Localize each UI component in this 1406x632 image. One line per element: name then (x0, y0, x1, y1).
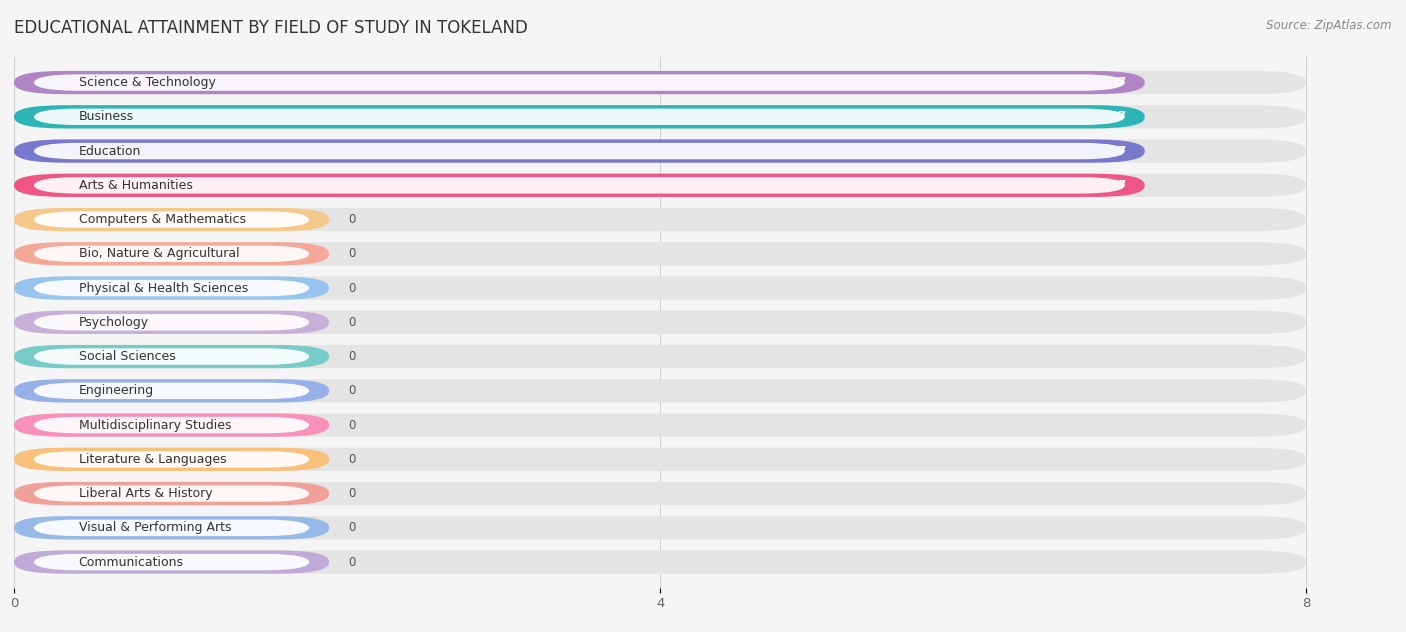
Text: Multidisciplinary Studies: Multidisciplinary Studies (79, 418, 231, 432)
FancyBboxPatch shape (14, 208, 329, 231)
Text: Computers & Mathematics: Computers & Mathematics (79, 213, 246, 226)
Text: Psychology: Psychology (79, 316, 149, 329)
FancyBboxPatch shape (14, 345, 1306, 368)
FancyBboxPatch shape (14, 413, 1306, 437)
FancyBboxPatch shape (14, 447, 1306, 471)
FancyBboxPatch shape (14, 379, 1306, 403)
FancyBboxPatch shape (34, 143, 1125, 159)
FancyBboxPatch shape (14, 413, 329, 437)
Text: 0: 0 (349, 384, 356, 398)
Text: Communications: Communications (79, 556, 184, 569)
Text: 0: 0 (349, 282, 356, 295)
Text: 7: 7 (1118, 179, 1125, 192)
Text: 0: 0 (349, 418, 356, 432)
Text: 0: 0 (349, 487, 356, 500)
FancyBboxPatch shape (34, 417, 309, 434)
FancyBboxPatch shape (14, 516, 329, 540)
Text: Liberal Arts & History: Liberal Arts & History (79, 487, 212, 500)
Text: 0: 0 (349, 316, 356, 329)
FancyBboxPatch shape (14, 140, 1306, 162)
FancyBboxPatch shape (34, 485, 309, 502)
FancyBboxPatch shape (14, 242, 1306, 265)
Text: Social Sciences: Social Sciences (79, 350, 176, 363)
FancyBboxPatch shape (34, 348, 309, 365)
FancyBboxPatch shape (34, 280, 309, 296)
FancyBboxPatch shape (34, 246, 309, 262)
Text: Education: Education (79, 145, 141, 157)
Text: 7: 7 (1118, 76, 1125, 89)
FancyBboxPatch shape (14, 105, 1144, 128)
Text: Physical & Health Sciences: Physical & Health Sciences (79, 282, 247, 295)
FancyBboxPatch shape (14, 311, 1306, 334)
Text: Science & Technology: Science & Technology (79, 76, 215, 89)
Text: 7: 7 (1118, 145, 1125, 157)
FancyBboxPatch shape (34, 382, 309, 399)
FancyBboxPatch shape (14, 174, 1144, 197)
FancyBboxPatch shape (34, 520, 309, 536)
FancyBboxPatch shape (14, 276, 1306, 300)
FancyBboxPatch shape (34, 451, 309, 468)
FancyBboxPatch shape (34, 109, 1125, 125)
FancyBboxPatch shape (14, 242, 329, 265)
Text: Bio, Nature & Agricultural: Bio, Nature & Agricultural (79, 247, 239, 260)
Text: 0: 0 (349, 453, 356, 466)
Text: 0: 0 (349, 350, 356, 363)
FancyBboxPatch shape (14, 276, 329, 300)
FancyBboxPatch shape (34, 211, 309, 228)
FancyBboxPatch shape (14, 174, 1306, 197)
FancyBboxPatch shape (14, 550, 329, 574)
FancyBboxPatch shape (14, 71, 1306, 94)
FancyBboxPatch shape (14, 516, 1306, 540)
Text: EDUCATIONAL ATTAINMENT BY FIELD OF STUDY IN TOKELAND: EDUCATIONAL ATTAINMENT BY FIELD OF STUDY… (14, 19, 527, 37)
FancyBboxPatch shape (34, 75, 1125, 91)
FancyBboxPatch shape (14, 482, 329, 505)
FancyBboxPatch shape (14, 105, 1306, 128)
FancyBboxPatch shape (34, 177, 1125, 193)
Text: 0: 0 (349, 521, 356, 534)
Text: Source: ZipAtlas.com: Source: ZipAtlas.com (1267, 19, 1392, 32)
Text: Literature & Languages: Literature & Languages (79, 453, 226, 466)
Text: Arts & Humanities: Arts & Humanities (79, 179, 193, 192)
FancyBboxPatch shape (14, 447, 329, 471)
FancyBboxPatch shape (14, 208, 1306, 231)
FancyBboxPatch shape (34, 314, 309, 331)
Text: 0: 0 (349, 213, 356, 226)
Text: Visual & Performing Arts: Visual & Performing Arts (79, 521, 231, 534)
FancyBboxPatch shape (14, 71, 1144, 94)
FancyBboxPatch shape (14, 550, 1306, 574)
Text: Business: Business (79, 111, 134, 123)
FancyBboxPatch shape (14, 379, 329, 403)
Text: 0: 0 (349, 556, 356, 569)
FancyBboxPatch shape (14, 345, 329, 368)
FancyBboxPatch shape (14, 311, 329, 334)
FancyBboxPatch shape (34, 554, 309, 570)
Text: 0: 0 (349, 247, 356, 260)
Text: 7: 7 (1118, 111, 1125, 123)
FancyBboxPatch shape (14, 482, 1306, 505)
Text: Engineering: Engineering (79, 384, 153, 398)
FancyBboxPatch shape (14, 140, 1144, 162)
